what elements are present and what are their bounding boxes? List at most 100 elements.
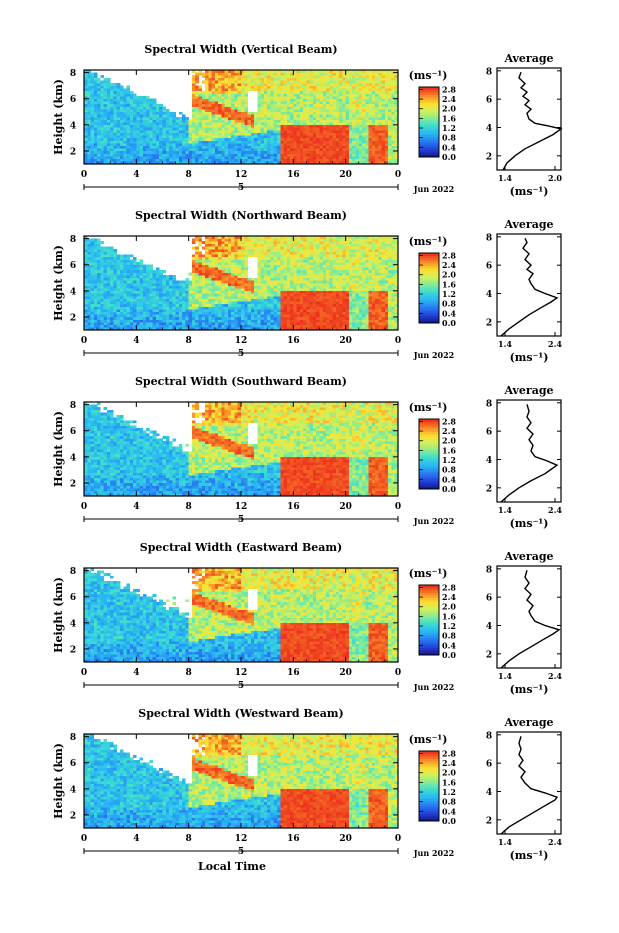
heatmap-cell bbox=[297, 101, 301, 104]
heatmap-cell bbox=[349, 141, 353, 144]
heatmap-cell bbox=[140, 101, 144, 104]
heatmap-cell bbox=[87, 94, 91, 97]
heatmap-cell bbox=[94, 252, 98, 255]
heatmap-cell bbox=[378, 120, 382, 123]
heatmap-cell bbox=[146, 151, 150, 154]
heatmap-cell bbox=[87, 267, 91, 270]
heatmap-cell bbox=[198, 273, 202, 276]
heatmap-cell bbox=[107, 260, 111, 263]
heatmap-cell bbox=[94, 307, 98, 310]
heatmap-cell bbox=[208, 143, 212, 146]
heatmap-cell bbox=[104, 257, 108, 260]
heatmap-cell bbox=[251, 125, 255, 128]
heatmap-cell bbox=[212, 314, 216, 317]
heatmap-cell bbox=[352, 101, 356, 104]
heatmap-cell bbox=[169, 293, 173, 296]
heatmap-cell bbox=[215, 122, 219, 125]
heatmap-cell bbox=[215, 265, 219, 268]
heatmap-cell bbox=[107, 257, 111, 260]
heatmap-cell bbox=[365, 75, 369, 78]
heatmap-cell bbox=[290, 146, 294, 149]
heatmap-cell bbox=[189, 307, 193, 310]
heatmap-cell bbox=[316, 114, 320, 117]
heatmap-cell bbox=[346, 99, 350, 102]
heatmap-cell bbox=[143, 99, 147, 102]
heatmap-cell bbox=[156, 159, 160, 162]
heatmap-cell bbox=[120, 109, 124, 112]
heatmap-cell bbox=[149, 141, 153, 144]
heatmap-cell bbox=[195, 252, 199, 255]
heatmap-cell bbox=[110, 94, 114, 97]
heatmap-cell bbox=[202, 314, 206, 317]
heatmap-cell bbox=[127, 91, 131, 94]
heatmap-cell bbox=[287, 96, 291, 99]
heatmap-cell bbox=[189, 288, 193, 291]
heatmap-cell bbox=[202, 117, 206, 120]
heatmap-cell bbox=[238, 80, 242, 83]
heatmap-cell bbox=[248, 239, 252, 242]
heatmap-cell bbox=[133, 296, 137, 299]
heatmap-cell bbox=[159, 304, 163, 307]
heatmap-cell bbox=[189, 125, 193, 128]
heatmap-cell bbox=[198, 262, 202, 265]
heatmap-cell bbox=[385, 117, 389, 120]
heatmap-cell bbox=[355, 88, 359, 91]
heatmap-cell bbox=[136, 114, 140, 117]
heatmap-cell bbox=[97, 252, 101, 255]
heatmap-cell bbox=[333, 127, 337, 130]
heatmap-cell bbox=[300, 112, 304, 115]
heatmap-cell bbox=[166, 325, 170, 328]
heatmap-cell bbox=[110, 125, 114, 128]
heatmap-cell bbox=[378, 146, 382, 149]
heatmap-cell bbox=[241, 86, 245, 89]
heatmap-cell bbox=[388, 104, 392, 107]
heatmap-cell bbox=[133, 275, 137, 278]
heatmap-cell bbox=[163, 288, 167, 291]
heatmap-cell bbox=[159, 125, 163, 128]
heatmap-cell bbox=[120, 309, 124, 312]
heatmap-cell bbox=[136, 291, 140, 294]
heatmap-cell bbox=[244, 101, 248, 104]
heatmap-cell bbox=[176, 117, 180, 120]
heatmap-cell bbox=[179, 135, 183, 138]
heatmap-cell bbox=[329, 133, 333, 136]
heatmap-cell bbox=[189, 309, 193, 312]
heatmap-cell bbox=[91, 114, 95, 117]
heatmap-cell bbox=[97, 109, 101, 112]
heatmap-cell bbox=[274, 122, 278, 125]
heatmap-cell bbox=[287, 101, 291, 104]
heatmap-cell bbox=[127, 138, 131, 141]
heatmap-cell bbox=[241, 246, 245, 249]
heatmap-cell bbox=[257, 265, 261, 268]
heatmap-cell bbox=[205, 265, 209, 268]
heatmap-cell bbox=[218, 156, 222, 159]
heatmap-cell bbox=[231, 317, 235, 320]
heatmap-cell bbox=[130, 146, 134, 149]
heatmap-cell bbox=[284, 135, 288, 138]
heatmap-cell bbox=[284, 122, 288, 125]
heatmap-cell bbox=[290, 78, 294, 81]
heatmap-cell bbox=[270, 312, 274, 315]
heatmap-cell bbox=[91, 156, 95, 159]
heatmap-cell bbox=[192, 273, 196, 276]
heatmap-cell bbox=[277, 88, 281, 91]
heatmap-cell bbox=[238, 141, 242, 144]
heatmap-cell bbox=[107, 280, 111, 283]
heatmap-cell bbox=[104, 101, 108, 104]
heatmap-cell bbox=[270, 317, 274, 320]
heatmap-cell bbox=[297, 154, 301, 157]
heatmap-cell bbox=[107, 109, 111, 112]
heatmap-cell bbox=[241, 252, 245, 255]
heatmap-cell bbox=[251, 78, 255, 81]
heatmap-cell bbox=[241, 99, 245, 102]
heatmap-cell bbox=[385, 127, 389, 130]
heatmap-cell bbox=[234, 154, 238, 157]
heatmap-cell bbox=[254, 239, 258, 242]
heatmap-cell bbox=[329, 151, 333, 154]
heatmap-cell bbox=[225, 249, 229, 252]
heatmap-cell bbox=[329, 135, 333, 138]
heatmap-cell bbox=[123, 127, 127, 130]
heatmap-cell bbox=[143, 265, 147, 268]
heatmap-cell bbox=[225, 304, 229, 307]
heatmap-cell bbox=[329, 146, 333, 149]
